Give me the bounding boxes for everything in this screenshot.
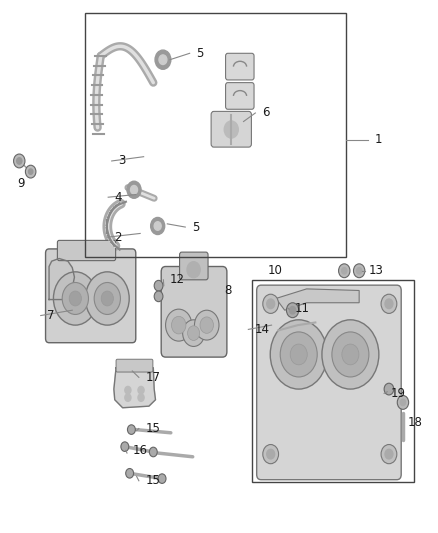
Circle shape xyxy=(286,303,299,318)
FancyBboxPatch shape xyxy=(257,285,401,480)
Circle shape xyxy=(342,344,359,365)
Circle shape xyxy=(280,332,317,377)
Bar xyxy=(85,13,346,257)
Circle shape xyxy=(200,317,213,333)
Circle shape xyxy=(270,320,327,389)
Polygon shape xyxy=(276,289,359,310)
Circle shape xyxy=(138,386,144,394)
Circle shape xyxy=(290,306,296,314)
Circle shape xyxy=(263,294,279,313)
Circle shape xyxy=(342,268,347,274)
Circle shape xyxy=(125,394,131,401)
Text: 17: 17 xyxy=(145,371,160,384)
Circle shape xyxy=(127,425,135,434)
FancyBboxPatch shape xyxy=(161,266,227,357)
Circle shape xyxy=(267,299,275,309)
Text: 18: 18 xyxy=(407,416,422,429)
Circle shape xyxy=(183,320,205,346)
Text: 10: 10 xyxy=(268,264,283,277)
Circle shape xyxy=(381,445,397,464)
Circle shape xyxy=(69,291,81,306)
Polygon shape xyxy=(114,368,155,408)
Circle shape xyxy=(381,294,397,313)
Circle shape xyxy=(322,320,379,389)
Text: 5: 5 xyxy=(192,221,199,233)
Text: 4: 4 xyxy=(115,191,122,204)
Circle shape xyxy=(154,222,161,230)
Circle shape xyxy=(17,158,22,164)
Circle shape xyxy=(154,291,163,302)
Circle shape xyxy=(400,399,406,406)
Circle shape xyxy=(131,185,138,194)
Text: 15: 15 xyxy=(145,422,160,435)
Circle shape xyxy=(25,165,36,178)
FancyBboxPatch shape xyxy=(226,53,254,80)
FancyBboxPatch shape xyxy=(211,111,251,147)
Text: 2: 2 xyxy=(114,231,121,244)
Circle shape xyxy=(357,268,362,274)
Text: 13: 13 xyxy=(369,264,384,277)
Circle shape xyxy=(154,280,163,291)
Text: 15: 15 xyxy=(145,474,160,487)
FancyBboxPatch shape xyxy=(180,252,208,280)
Circle shape xyxy=(224,121,238,138)
Text: 6: 6 xyxy=(262,107,269,119)
Circle shape xyxy=(332,332,369,377)
Circle shape xyxy=(384,383,394,395)
Circle shape xyxy=(127,181,141,198)
Circle shape xyxy=(187,326,200,341)
Circle shape xyxy=(149,447,157,457)
Circle shape xyxy=(151,217,165,235)
Circle shape xyxy=(101,291,113,306)
Text: 19: 19 xyxy=(391,387,406,400)
Circle shape xyxy=(121,442,129,451)
Text: 5: 5 xyxy=(196,47,204,60)
Circle shape xyxy=(138,394,144,401)
Circle shape xyxy=(14,154,25,168)
Text: 8: 8 xyxy=(224,284,232,297)
Text: 16: 16 xyxy=(132,444,147,457)
Text: 14: 14 xyxy=(255,323,270,336)
Circle shape xyxy=(290,344,307,365)
Text: 11: 11 xyxy=(294,302,309,314)
Text: 7: 7 xyxy=(47,309,55,322)
Text: 9: 9 xyxy=(18,177,25,190)
Text: 12: 12 xyxy=(170,273,185,286)
Circle shape xyxy=(263,445,279,464)
Circle shape xyxy=(267,449,275,459)
Text: 1: 1 xyxy=(374,133,382,146)
Circle shape xyxy=(158,474,166,483)
Text: 3: 3 xyxy=(118,155,126,167)
Circle shape xyxy=(187,262,200,278)
Circle shape xyxy=(171,316,186,334)
Circle shape xyxy=(155,50,171,69)
Circle shape xyxy=(62,282,88,314)
Circle shape xyxy=(159,55,167,64)
FancyBboxPatch shape xyxy=(46,249,136,343)
Circle shape xyxy=(194,310,219,340)
Circle shape xyxy=(339,264,350,278)
Circle shape xyxy=(397,395,409,409)
Bar xyxy=(252,280,414,482)
Polygon shape xyxy=(49,259,74,300)
Circle shape xyxy=(28,169,33,174)
Circle shape xyxy=(53,272,97,325)
Circle shape xyxy=(125,386,131,394)
Circle shape xyxy=(126,469,134,478)
Circle shape xyxy=(385,299,393,309)
FancyBboxPatch shape xyxy=(57,240,116,261)
FancyBboxPatch shape xyxy=(116,359,153,372)
FancyBboxPatch shape xyxy=(226,83,254,109)
Circle shape xyxy=(94,282,120,314)
Circle shape xyxy=(166,309,192,341)
Circle shape xyxy=(385,449,393,459)
Circle shape xyxy=(85,272,129,325)
Circle shape xyxy=(353,264,365,278)
